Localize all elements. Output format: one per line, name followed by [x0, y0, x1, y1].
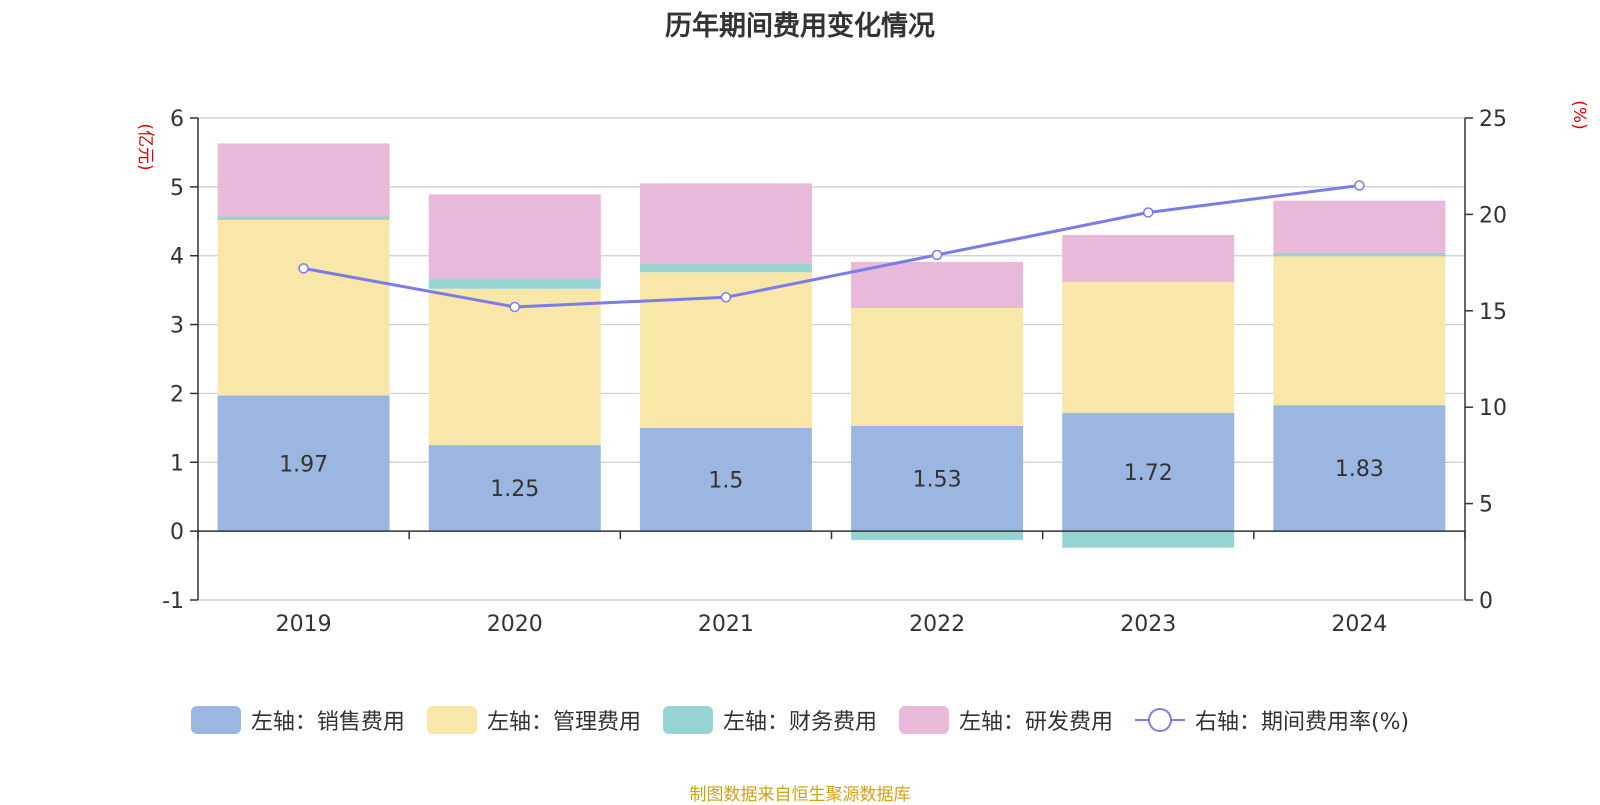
bar-2024-series-1 — [1273, 256, 1445, 405]
left-axis-tick-label: 1 — [170, 451, 184, 476]
left-axis-unit-label: (亿元) — [135, 123, 155, 170]
legend-swatch-sales — [191, 706, 241, 734]
legend-swatch-rnd — [899, 706, 949, 734]
left-axis-tick-label: 5 — [170, 176, 184, 201]
data-label-2023: 1.72 — [1124, 461, 1173, 486]
legend-label-rnd: 左轴：研发费用 — [959, 704, 1113, 736]
bar-2021-series-2 — [640, 264, 812, 272]
bar-2020-series-2 — [429, 278, 601, 288]
legend-swatch-expense-rate — [1135, 706, 1185, 734]
bar-2023-series-1 — [1062, 282, 1234, 413]
line-point-2021 — [721, 293, 730, 302]
bar-2024-series-2 — [1273, 253, 1445, 256]
left-axis-tick-label: 6 — [170, 107, 184, 132]
legend-label-expense-rate: 右轴：期间费用率(%) — [1195, 704, 1409, 736]
chart-legend: 左轴：销售费用 左轴：管理费用 左轴：财务费用 左轴：研发费用 右轴：期间费用率… — [0, 704, 1600, 736]
right-axis-tick-label: 0 — [1479, 589, 1493, 614]
data-label-2019: 1.97 — [279, 452, 328, 477]
x-axis-tick-label: 2019 — [276, 612, 332, 637]
bar-2023-series-3 — [1062, 235, 1234, 282]
bar-2020-series-3 — [429, 194, 601, 278]
x-axis-tick-label: 2024 — [1331, 612, 1387, 637]
legend-swatch-admin — [427, 706, 477, 734]
bar-2019-series-2 — [218, 216, 390, 219]
line-point-2022 — [933, 250, 942, 259]
left-axis-tick-label: 0 — [170, 520, 184, 545]
line-point-2023 — [1144, 208, 1153, 217]
data-label-2022: 1.53 — [913, 467, 962, 492]
bar-2019-series-3 — [218, 143, 390, 216]
line-point-2020 — [510, 302, 519, 311]
line-point-2019 — [299, 264, 308, 273]
data-label-2024: 1.83 — [1335, 457, 1384, 482]
x-axis-tick-label: 2020 — [487, 612, 543, 637]
x-axis-tick-label: 2022 — [909, 612, 965, 637]
legend-item-expense-rate[interactable]: 右轴：期间费用率(%) — [1135, 704, 1409, 736]
bar-2022-series-2 — [851, 531, 1023, 540]
bar-2022-series-1 — [851, 308, 1023, 426]
bar-2023-series-2 — [1062, 531, 1234, 548]
left-axis-tick-label: 2 — [170, 382, 184, 407]
legend-item-admin[interactable]: 左轴：管理费用 — [427, 704, 641, 736]
bar-2021-series-3 — [640, 183, 812, 264]
left-axis-tick-label: -1 — [162, 589, 184, 614]
bar-2024-series-3 — [1273, 201, 1445, 253]
left-axis-tick-label: 3 — [170, 314, 184, 339]
bar-2019-series-1 — [218, 220, 390, 396]
right-axis-unit-label: (%) — [1569, 100, 1589, 129]
line-point-2024 — [1355, 181, 1364, 190]
chart-plot-area: -1 0 1 2 3 4 5 6 0 5 10 15 20 25 (亿元) (%) 1.97 1.25 1.5 1.5… — [0, 0, 1600, 800]
legend-label-admin: 左轴：管理费用 — [487, 704, 641, 736]
x-axis-tick-label: 2023 — [1120, 612, 1176, 637]
legend-swatch-finance — [663, 706, 713, 734]
legend-item-rnd[interactable]: 左轴：研发费用 — [899, 704, 1113, 736]
right-axis-tick-label: 25 — [1479, 107, 1507, 132]
legend-label-finance: 左轴：财务费用 — [723, 704, 877, 736]
right-axis-tick-label: 5 — [1479, 493, 1493, 518]
data-label-2020: 1.25 — [490, 477, 539, 502]
data-label-2021: 1.5 — [708, 469, 743, 494]
legend-label-sales: 左轴：销售费用 — [251, 704, 405, 736]
bar-2020-series-1 — [429, 289, 601, 445]
right-axis-tick-label: 15 — [1479, 300, 1507, 325]
right-axis-tick-label: 10 — [1479, 396, 1507, 421]
x-axis-tick-label: 2021 — [698, 612, 754, 637]
right-axis-tick-label: 20 — [1479, 203, 1507, 228]
left-axis-tick-label: 4 — [170, 245, 184, 270]
legend-item-finance[interactable]: 左轴：财务费用 — [663, 704, 877, 736]
source-note: 制图数据来自恒生聚源数据库 — [0, 780, 1600, 805]
legend-item-sales[interactable]: 左轴：销售费用 — [191, 704, 405, 736]
bar-2022-series-3 — [851, 262, 1023, 308]
